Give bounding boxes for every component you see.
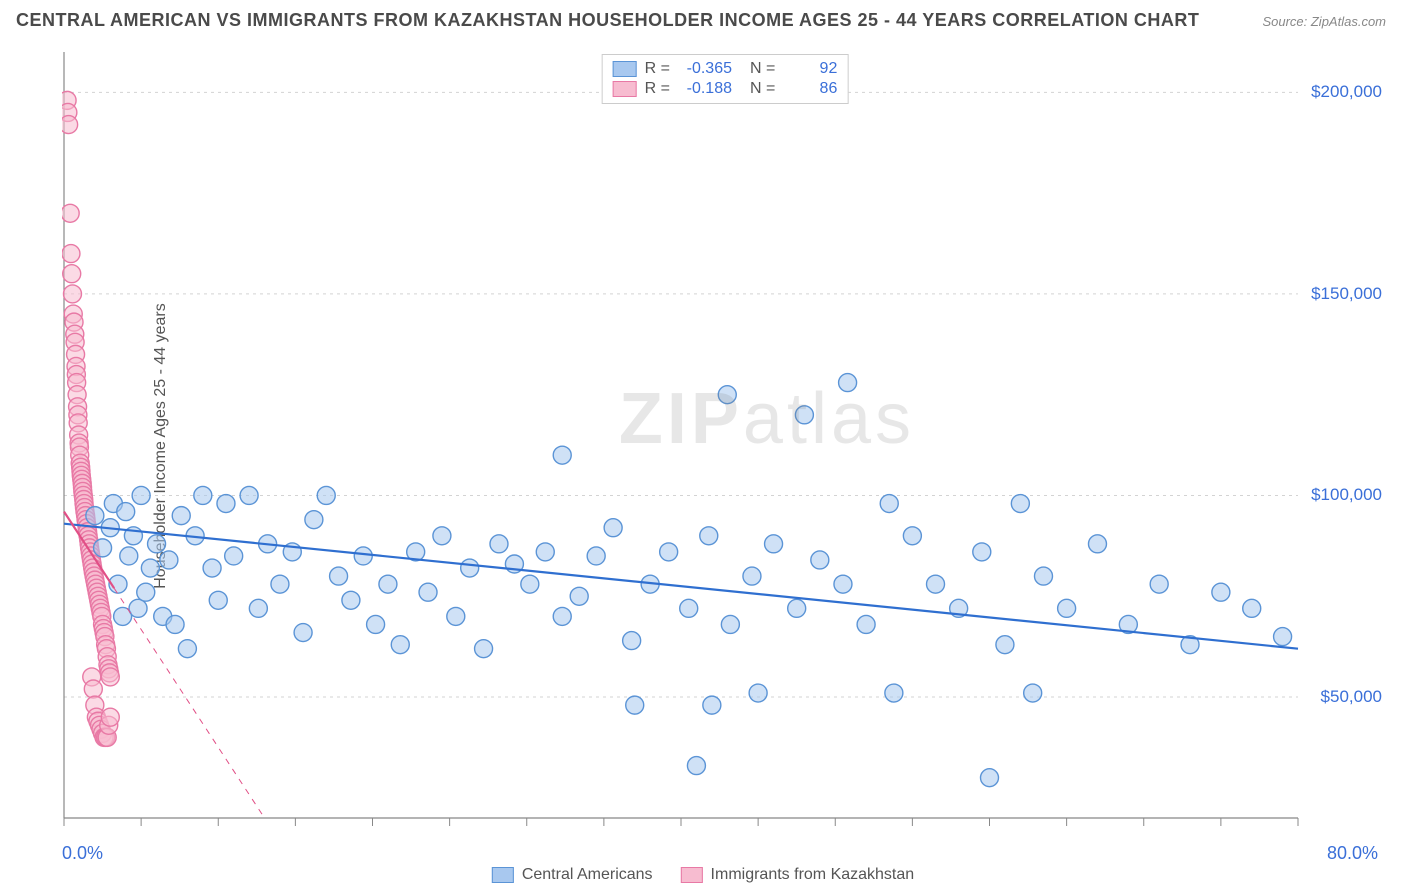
y-tick-label: $200,000 [1311,82,1382,102]
r-value-1: -0.365 [678,60,732,78]
x-axis-max-label: 80.0% [1327,843,1378,864]
legend-row-series-2: R = -0.188 N = 86 [613,79,838,99]
legend-swatch-2 [681,867,703,883]
series-1-name: Central Americans [522,866,653,884]
n-label: N = [750,80,775,98]
x-axis-min-label: 0.0% [62,843,103,864]
y-tick-label: $100,000 [1311,485,1382,505]
plot-area: ZIPatlas R = -0.365 N = 92 R = -0.188 N … [62,50,1388,830]
r-label: R = [645,80,670,98]
y-tick-label: $150,000 [1311,284,1382,304]
legend-row-series-1: R = -0.365 N = 92 [613,59,838,79]
series-legend: Central Americans Immigrants from Kazakh… [492,866,914,884]
y-tick-label: $50,000 [1321,687,1382,707]
n-label: N = [750,60,775,78]
legend-swatch-1 [613,61,637,77]
chart-title: CENTRAL AMERICAN VS IMMIGRANTS FROM KAZA… [16,10,1199,31]
scatter-plot-svg [62,50,1388,830]
n-value-1: 92 [783,60,837,78]
chart-container: CENTRAL AMERICAN VS IMMIGRANTS FROM KAZA… [0,0,1406,892]
legend-item-2: Immigrants from Kazakhstan [681,866,915,884]
correlation-legend: R = -0.365 N = 92 R = -0.188 N = 86 [602,54,849,104]
r-label: R = [645,60,670,78]
legend-item-1: Central Americans [492,866,653,884]
legend-swatch-1 [492,867,514,883]
n-value-2: 86 [783,80,837,98]
series-2-name: Immigrants from Kazakhstan [711,866,915,884]
legend-swatch-2 [613,81,637,97]
source-credit: Source: ZipAtlas.com [1262,14,1386,29]
r-value-2: -0.188 [678,80,732,98]
